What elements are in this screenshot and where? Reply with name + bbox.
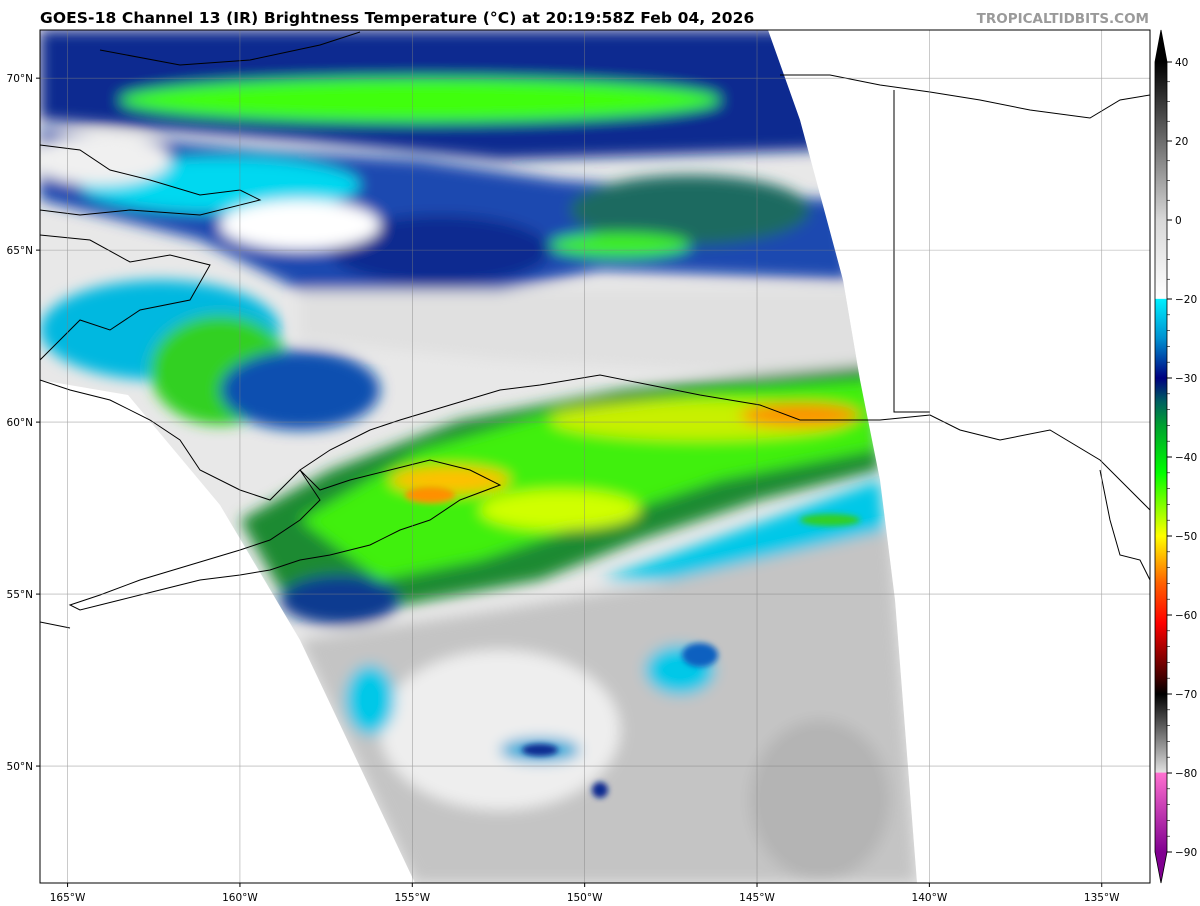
lat-tick-label: 50°N <box>7 761 33 773</box>
lon-tick-label: 140°W <box>912 892 948 904</box>
lon-tick-label: 155°W <box>394 892 430 904</box>
colorbar-tick-label: −70 <box>1175 689 1197 701</box>
lon-tick-label: 150°W <box>567 892 603 904</box>
colorbar-tick-label: −30 <box>1175 373 1197 385</box>
colorbar-tick-label: −20 <box>1175 294 1197 306</box>
colorbar-tick-label: −40 <box>1175 452 1197 464</box>
lon-tick-label: 165°W <box>50 892 86 904</box>
map-frame <box>39 29 1151 884</box>
colorbar-tick-label: −90 <box>1175 847 1197 859</box>
map-title: GOES-18 Channel 13 (IR) Brightness Tempe… <box>40 9 755 27</box>
colorbar-tick-label: −60 <box>1175 610 1197 622</box>
lat-tick-label: 70°N <box>7 73 33 85</box>
colorbar-tick-label: 0 <box>1175 215 1182 227</box>
colorbar-tick-label: 20 <box>1175 136 1188 148</box>
brand-watermark: TROPICALTIDBITS.COM <box>976 11 1149 27</box>
lat-tick-label: 55°N <box>7 589 33 601</box>
lat-tick-label: 65°N <box>7 245 33 257</box>
colorbar: 40 20 0 −20 −30 −40 −50 −60 −70 −80 −90 <box>1154 29 1197 884</box>
colorbar-tick-label: −50 <box>1175 531 1197 543</box>
graticule <box>40 30 1150 883</box>
axis-ticks: 165°W 160°W 155°W 150°W 145°W 140°W 135°W 70°N 6… <box>7 73 1121 904</box>
colorbar-tick-label: 40 <box>1175 57 1188 69</box>
lon-tick-label: 145°W <box>739 892 775 904</box>
colorbar-tick-label: −80 <box>1175 768 1197 780</box>
imagery-layer <box>40 30 1150 883</box>
colorbar-bar <box>1154 29 1168 884</box>
lon-tick-label: 160°W <box>222 892 258 904</box>
lat-tick-label: 60°N <box>7 417 33 429</box>
lon-tick-label: 135°W <box>1084 892 1120 904</box>
